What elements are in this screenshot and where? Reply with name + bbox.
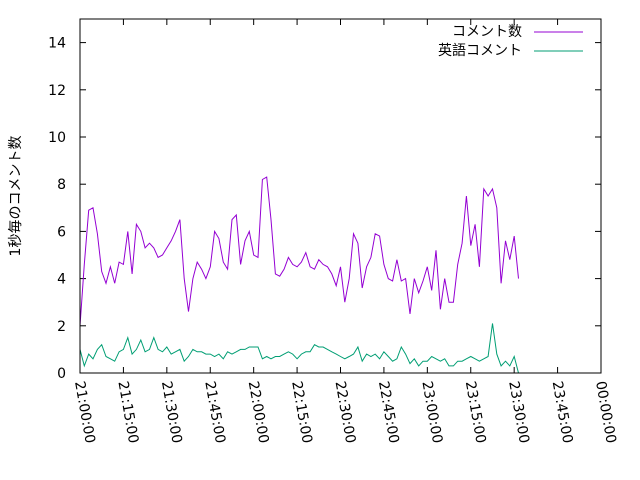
series-line-0 (79, 176, 519, 326)
series-line-1 (79, 323, 519, 374)
x-tick-label: 22:30:00 (332, 380, 359, 445)
y-tick-label: 2 (57, 319, 66, 335)
y-tick-label: 4 (57, 272, 66, 288)
y-tick-label: 14 (48, 36, 66, 52)
x-tick-label: 23:30:00 (505, 380, 532, 445)
x-tick-label: 21:30:00 (158, 380, 185, 445)
x-tick-label: 22:15:00 (288, 380, 315, 445)
plot-frame (79, 18, 602, 374)
x-tick-label: 22:45:00 (375, 380, 402, 445)
y-tick-label: 0 (57, 366, 66, 382)
x-tick-label: 23:15:00 (462, 380, 489, 445)
legend: コメント数 英語コメント (438, 24, 583, 59)
x-axis-ticks: 21:00:00 21:15:00 21:30:00 21:45:00 22:00:00… (71, 19, 619, 445)
x-tick-label: 21:15:00 (114, 380, 141, 445)
x-tick-label: 22:00:00 (245, 380, 272, 445)
y-tick-label: 6 (57, 224, 66, 240)
x-tick-label: 21:45:00 (201, 380, 228, 445)
legend-label-0: コメント数 (452, 24, 522, 40)
x-tick-label: 23:45:00 (549, 380, 576, 445)
x-tick-label: 23:00:00 (418, 380, 445, 445)
x-tick-label: 00:00:00 (592, 380, 619, 445)
series-lines (79, 176, 519, 374)
y-axis-ticks: 0 2 4 6 8 10 12 14 (48, 36, 601, 382)
y-tick-label: 12 (48, 83, 66, 99)
y-axis-label: 1秒毎のコメント数 (8, 136, 24, 257)
legend-label-1: 英語コメント (438, 42, 522, 59)
y-tick-label: 8 (57, 177, 66, 193)
y-tick-label: 10 (48, 130, 66, 146)
x-tick-label: 21:00:00 (71, 380, 98, 445)
